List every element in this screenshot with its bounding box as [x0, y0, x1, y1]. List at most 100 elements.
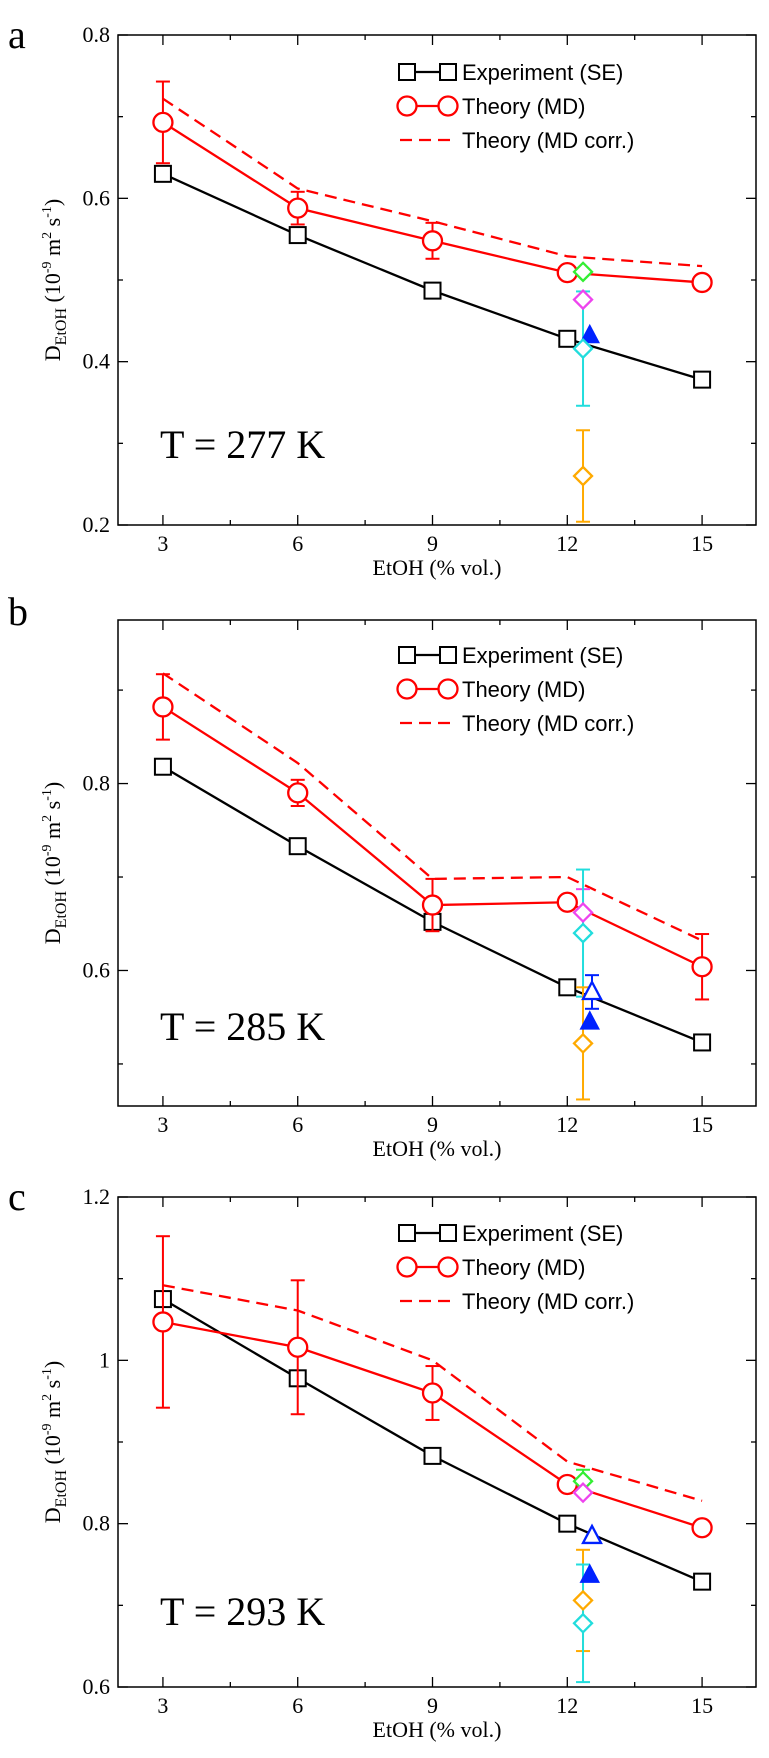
data-point: [421, 894, 444, 916]
y-axis-title-part: (10: [40, 856, 65, 891]
y-axis-title-part: 2: [40, 1394, 55, 1401]
data-point: [152, 1311, 174, 1333]
series-experiment-se-: [153, 1290, 712, 1591]
y-axis-title-part: s: [40, 218, 65, 232]
reference-point: [581, 979, 603, 1001]
y-axis-title-part: -9: [40, 261, 55, 273]
y-axis-title-part: D: [40, 928, 65, 944]
data-point: [558, 978, 577, 997]
panel-letter: a: [8, 12, 26, 57]
y-axis-title-part: -9: [40, 1423, 55, 1435]
y-axis-title-part: -9: [40, 844, 55, 856]
legend-marker: [396, 1256, 418, 1278]
x-tick-label: 3: [157, 1693, 168, 1718]
series-line: [162, 97, 703, 268]
x-tick-label: 15: [691, 1112, 713, 1137]
y-axis-title: DEtOH (10-9 m2 s-1): [40, 1361, 70, 1523]
data-point: [153, 757, 172, 776]
y-axis-title-part: ): [40, 199, 65, 206]
temperature-label: T = 277 K: [160, 422, 325, 467]
y-tick-label: 0.6: [83, 1674, 111, 1699]
legend-label: Theory (MD corr.): [462, 1289, 634, 1314]
data-point: [153, 164, 172, 183]
x-tick-label: 12: [556, 1112, 578, 1137]
x-tick-label: 6: [292, 1112, 303, 1137]
x-tick-label: 3: [157, 531, 168, 556]
reference-point: [572, 1589, 594, 1612]
x-axis-title: EtOH (% vol.): [373, 1136, 502, 1161]
y-axis-title-part: EtOH: [53, 1470, 70, 1508]
y-tick-label: 0.4: [83, 349, 111, 374]
reference-point: [581, 1523, 603, 1545]
y-axis-title-part: m: [40, 239, 65, 262]
y-axis-title-part: m: [40, 822, 65, 845]
y-axis-title-part: m: [40, 1401, 65, 1424]
y-tick-label: 0.2: [83, 512, 111, 537]
legend-label: Theory (MD): [462, 677, 585, 702]
temperature-label: T = 293 K: [160, 1589, 325, 1634]
series-theory-md-: [152, 673, 713, 1001]
data-point: [691, 1517, 713, 1539]
reference-point: [579, 1563, 601, 1583]
series-theory-md-corr-: [162, 97, 703, 268]
y-axis-title-part: D: [40, 1507, 65, 1523]
legend-label: Theory (MD corr.): [462, 711, 634, 736]
reference-point: [572, 1482, 594, 1504]
legend-label: Theory (MD): [462, 94, 585, 119]
reference-point: [572, 337, 594, 360]
y-axis-title-part: 2: [40, 815, 55, 822]
plot-frame: [117, 619, 757, 1107]
x-axis-title: EtOH (% vol.): [373, 555, 502, 580]
data-point: [693, 370, 712, 389]
reference-point: [572, 1032, 594, 1055]
data-point: [691, 956, 713, 978]
series-theory-md-: [152, 1235, 713, 1539]
legend-marker: [398, 1224, 416, 1242]
legend-marker: [439, 63, 457, 81]
legend-label: Experiment (SE): [462, 643, 623, 668]
reference-point: [572, 1612, 594, 1634]
data-point: [152, 111, 174, 134]
reference-points: [572, 1468, 603, 1684]
y-axis-title-part: -1: [40, 1368, 55, 1380]
series-line: [162, 672, 703, 942]
y-tick-label: 0.6: [83, 957, 111, 982]
x-tick-label: 15: [691, 1693, 713, 1718]
y-axis-title-part: EtOH: [53, 308, 70, 346]
y-axis-title-part: 2: [40, 232, 55, 239]
x-tick-label: 12: [556, 1693, 578, 1718]
series-experiment-se-: [153, 164, 712, 389]
y-tick-label: 0.8: [83, 771, 111, 796]
legend-label: Experiment (SE): [462, 1221, 623, 1246]
y-axis-title-part: -1: [40, 789, 55, 801]
y-tick-label: 1.2: [83, 1184, 111, 1209]
data-point: [287, 1336, 309, 1358]
reference-point: [579, 1010, 601, 1030]
data-point: [421, 1382, 444, 1404]
reference-point: [572, 288, 594, 311]
y-axis-title-part: s: [40, 801, 65, 815]
panel-c: c 3 6 9 12 15 0.6 0.8 1 1.2 EtOH (% vol.) DEtOH (10…: [8, 1174, 757, 1742]
legend: Experiment (SE) Theory (MD) Theory (MD cor…: [396, 1221, 634, 1314]
x-tick-label: 9: [427, 1693, 438, 1718]
x-tick-label: 15: [691, 531, 713, 556]
data-point: [288, 226, 307, 245]
data-point: [423, 1446, 442, 1465]
legend-marker: [437, 678, 459, 700]
legend-marker: [398, 646, 416, 664]
data-point: [691, 271, 713, 294]
data-point: [152, 696, 174, 718]
data-point: [693, 1033, 712, 1052]
y-axis-title: DEtOH (10-9 m2 s-1): [40, 199, 70, 361]
y-axis-title: DEtOH (10-9 m2 s-1): [40, 782, 70, 944]
reference-points: [572, 868, 603, 1101]
legend-label: Experiment (SE): [462, 60, 623, 85]
data-point: [558, 1514, 577, 1533]
y-axis-title-part: ): [40, 782, 65, 789]
reference-point: [572, 922, 594, 944]
legend-label: Theory (MD): [462, 1255, 585, 1280]
legend-marker: [437, 95, 459, 117]
data-point: [558, 329, 577, 348]
panel-a: a 3 6 9 12 15 0.2 0.4 0.6 0.8 EtOH (% vol.) DEtOH (…: [8, 12, 757, 580]
